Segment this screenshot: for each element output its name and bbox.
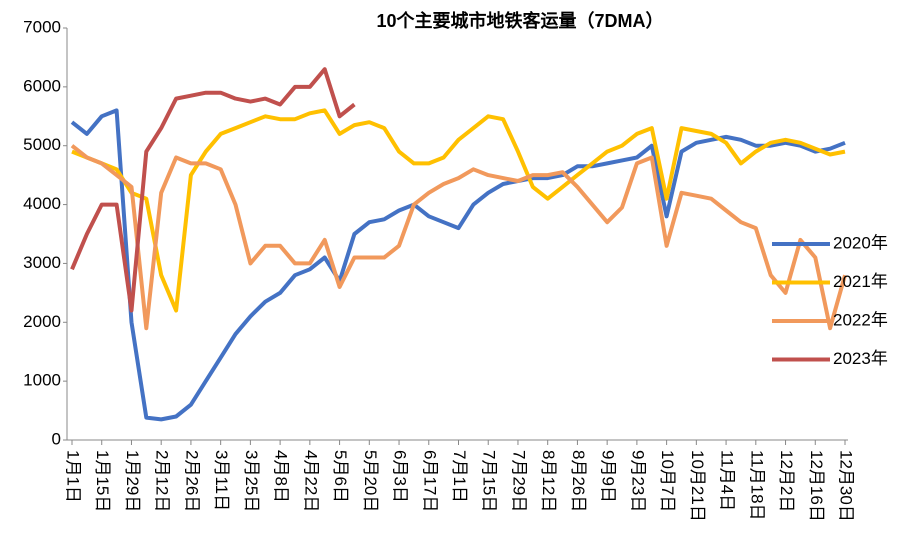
x-tick-label: 8月12日 [539, 450, 558, 512]
x-tick-label: 1月15日 [93, 450, 112, 512]
x-tick-label: 6月17日 [420, 450, 439, 512]
legend-label: 2020年 [833, 233, 888, 252]
series-line [70, 108, 846, 422]
x-tick-label: 10月21日 [688, 450, 707, 522]
legend-label: 2021年 [833, 272, 888, 291]
x-tick-label: 4月8日 [272, 450, 291, 503]
x-tick-label: 4月22日 [301, 450, 320, 512]
y-tick-label: 4000 [23, 194, 61, 213]
series-line [71, 108, 846, 313]
x-tick-label: 5月6日 [331, 450, 350, 503]
x-tick-label: 12月2日 [777, 450, 796, 512]
x-tick-label: 10月7日 [658, 450, 677, 512]
x-tick-label: 1月1日 [64, 450, 83, 503]
y-tick-label: 6000 [23, 76, 61, 95]
y-tick-label: 2000 [23, 312, 61, 331]
y-tick-label: 7000 [23, 17, 61, 36]
x-tick-label: 3月25日 [242, 450, 261, 512]
x-tick-label: 9月9日 [599, 450, 618, 503]
y-tick-label: 0 [52, 429, 61, 448]
x-tick-label: 8月26日 [569, 450, 588, 512]
x-tick-label: 5月20日 [361, 450, 380, 512]
x-tick-label: 11月18日 [747, 450, 766, 521]
x-tick-label: 11月4日 [718, 450, 737, 511]
x-tick-label: 12月30日 [837, 450, 856, 522]
x-tick-label: 7月15日 [480, 450, 499, 512]
y-tick-label: 1000 [23, 371, 61, 390]
x-tick-label: 1月29日 [123, 450, 142, 512]
x-tick-label: 9月23日 [628, 450, 647, 512]
x-tick-label: 2月12日 [153, 450, 172, 512]
x-tick-label: 3月11日 [212, 450, 231, 511]
legend-label: 2023年 [833, 349, 888, 368]
x-tick-label: 7月29日 [509, 450, 528, 512]
legend-label: 2022年 [833, 310, 888, 329]
x-tick-label: 2月26日 [182, 450, 201, 512]
series-line [70, 144, 847, 331]
x-tick-label: 12月16日 [807, 450, 826, 522]
chart-title: 10个主要城市地铁客运量（7DMA） [376, 10, 663, 31]
y-tick-label: 3000 [23, 253, 61, 272]
y-tick-label: 5000 [23, 135, 61, 154]
x-tick-label: 7月1日 [450, 450, 469, 503]
x-tick-label: 6月3日 [391, 450, 410, 503]
series-line [70, 67, 356, 313]
